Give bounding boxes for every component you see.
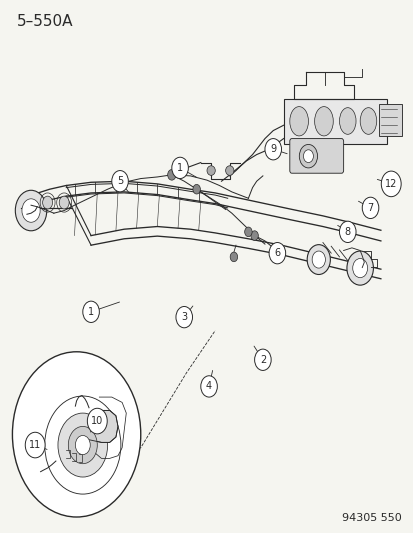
- Text: 6: 6: [274, 248, 280, 258]
- Text: 5–550A: 5–550A: [17, 14, 73, 29]
- Ellipse shape: [359, 108, 376, 134]
- Circle shape: [59, 196, 69, 209]
- Circle shape: [380, 171, 400, 197]
- Text: 7: 7: [366, 203, 373, 213]
- Circle shape: [303, 150, 313, 163]
- FancyBboxPatch shape: [283, 99, 386, 144]
- Polygon shape: [89, 410, 118, 442]
- Circle shape: [306, 245, 330, 274]
- Ellipse shape: [206, 166, 215, 175]
- Circle shape: [171, 157, 188, 179]
- Circle shape: [244, 227, 252, 237]
- Circle shape: [346, 251, 373, 285]
- Circle shape: [12, 352, 140, 517]
- Circle shape: [311, 251, 325, 268]
- Text: 5: 5: [116, 176, 123, 186]
- Circle shape: [176, 306, 192, 328]
- FancyBboxPatch shape: [289, 139, 343, 173]
- Ellipse shape: [314, 107, 332, 136]
- Ellipse shape: [339, 108, 355, 134]
- Circle shape: [200, 376, 217, 397]
- Circle shape: [264, 139, 281, 160]
- Circle shape: [22, 199, 40, 222]
- FancyBboxPatch shape: [378, 104, 401, 136]
- Circle shape: [167, 169, 176, 180]
- Circle shape: [15, 190, 47, 231]
- Text: 1: 1: [88, 307, 94, 317]
- Text: 2: 2: [259, 355, 266, 365]
- Circle shape: [339, 221, 355, 243]
- Text: 11: 11: [29, 440, 41, 450]
- Circle shape: [250, 231, 258, 240]
- Text: 3: 3: [181, 312, 187, 322]
- Circle shape: [43, 196, 52, 209]
- Circle shape: [352, 259, 367, 278]
- Circle shape: [254, 349, 271, 370]
- Circle shape: [268, 243, 285, 264]
- Text: 1: 1: [177, 163, 183, 173]
- Circle shape: [68, 426, 97, 464]
- Circle shape: [230, 252, 237, 262]
- Circle shape: [75, 435, 90, 455]
- Text: 10: 10: [91, 416, 103, 426]
- Text: 9: 9: [270, 144, 275, 154]
- Circle shape: [192, 184, 200, 194]
- Circle shape: [87, 408, 107, 434]
- Circle shape: [58, 413, 107, 477]
- Circle shape: [361, 197, 378, 219]
- Circle shape: [112, 171, 128, 192]
- Circle shape: [299, 144, 317, 168]
- Text: 4: 4: [206, 382, 211, 391]
- Ellipse shape: [289, 107, 308, 136]
- Text: 12: 12: [384, 179, 396, 189]
- Text: 8: 8: [344, 227, 350, 237]
- Circle shape: [83, 301, 99, 322]
- Ellipse shape: [225, 166, 233, 175]
- Circle shape: [25, 432, 45, 458]
- Text: 94305 550: 94305 550: [341, 513, 401, 523]
